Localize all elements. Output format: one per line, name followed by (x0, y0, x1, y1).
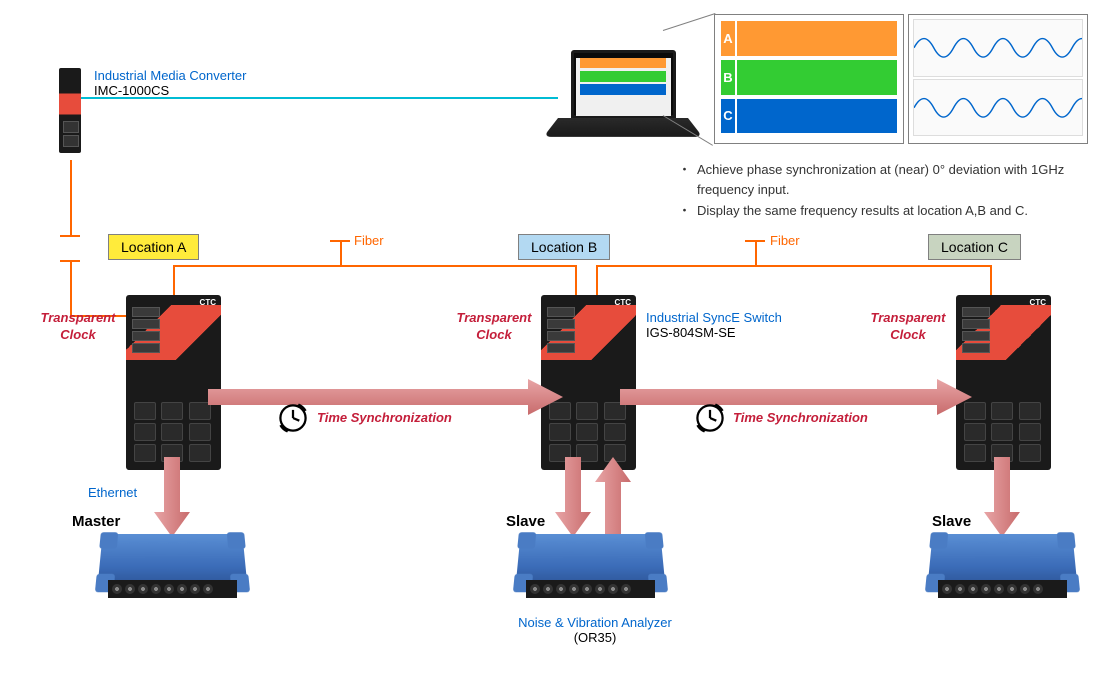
ss-title: Industrial SyncE Switch (646, 310, 782, 325)
an-title: Noise & Vibration Analyzer (518, 615, 672, 630)
media-converter-title: Industrial Media Converter IMC-1000CS (94, 68, 246, 98)
t-top-h (60, 235, 80, 237)
down-arrow-a (152, 457, 192, 537)
bar-c-label: C (721, 99, 735, 134)
clock-icon-2 (692, 400, 728, 436)
fiber-ab-t-h (330, 240, 350, 242)
up-arrow-b (593, 457, 633, 537)
fiber-ab-t (340, 240, 342, 265)
tc-a: TransparentClock (38, 310, 118, 344)
location-a-tag: Location A (108, 234, 199, 260)
analyzer-c (930, 532, 1075, 590)
an-model: (OR35) (574, 630, 617, 645)
switch-a: CTC (126, 295, 221, 470)
sync-switch-label: Industrial SyncE Switch IGS-804SM-SE (646, 310, 782, 340)
ethernet-label: Ethernet (88, 485, 137, 500)
clock-icon-1 (275, 400, 311, 436)
bullet-2: Display the same frequency results at lo… (697, 201, 1028, 221)
analyzer-b (518, 532, 663, 590)
bar-b-label: B (721, 60, 735, 95)
time-sync-1: Time Synchronization (317, 410, 452, 425)
mc-title: Industrial Media Converter (94, 68, 246, 83)
media-converter-device (59, 68, 81, 153)
chart-panel-bars: A B C (714, 14, 904, 144)
fiber-bc-h (596, 265, 990, 267)
fiber-ab-h (173, 265, 575, 267)
bullet-list: ・Achieve phase synchronization at (near)… (678, 160, 1088, 223)
converter-down-line-2 (70, 260, 72, 315)
down-arrow-c (982, 457, 1022, 537)
location-b-tag: Location B (518, 234, 610, 260)
fiber-label-1: Fiber (354, 233, 384, 248)
slave-label-b: Slave (506, 513, 545, 530)
analyzer-label: Noise & Vibration Analyzer (OR35) (510, 615, 680, 645)
fiber-bc-t (755, 240, 757, 265)
fiber-label-2: Fiber (770, 233, 800, 248)
laptop-device (558, 50, 688, 145)
location-c-tag: Location C (928, 234, 1021, 260)
down-arrow-b (553, 457, 593, 537)
bullet-1: Achieve phase synchronization at (near) … (697, 160, 1088, 199)
fiber-bc-t-h (745, 240, 765, 242)
ss-model: IGS-804SM-SE (646, 325, 736, 340)
slave-label-c: Slave (932, 513, 971, 530)
bar-a-label: A (721, 21, 735, 56)
converter-down-line (70, 160, 72, 235)
t-bot-h (60, 260, 80, 262)
tc-b: TransparentClock (454, 310, 534, 344)
analyzer-a (100, 532, 245, 590)
mag-line-1 (663, 13, 716, 31)
mc-model: IMC-1000CS (94, 83, 169, 98)
time-sync-2: Time Synchronization (733, 410, 868, 425)
tc-c: TransparentClock (868, 310, 948, 344)
master-label: Master (72, 513, 120, 530)
chart-panel-waves (908, 14, 1088, 144)
